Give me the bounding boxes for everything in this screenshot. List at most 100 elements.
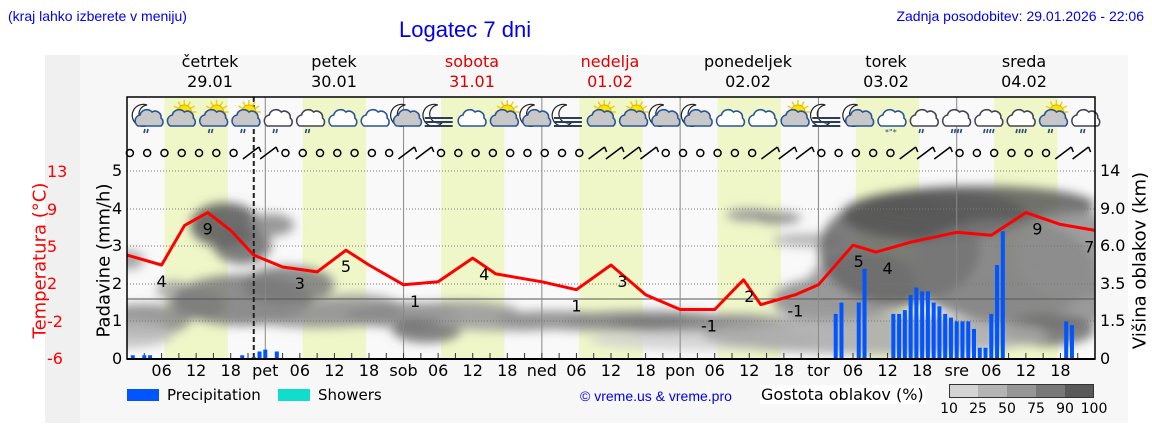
- temp-value-label: 2: [744, 287, 754, 306]
- page-title: Logatec 7 dni: [399, 17, 532, 42]
- day-label-5: torek 03.02: [826, 52, 946, 92]
- density-tick: 25: [969, 401, 987, 417]
- calm-wind-icon: [851, 148, 861, 158]
- showers-swatch: [278, 389, 310, 401]
- calm-wind-icon: [333, 148, 342, 158]
- x-tick: 18: [1050, 361, 1071, 380]
- temp-tick: 2: [47, 274, 58, 293]
- region-hint[interactable]: (kraj lahko izberete v meniju): [8, 8, 187, 24]
- calm-wind-icon: [868, 148, 878, 158]
- calm-wind-icon: [678, 148, 688, 158]
- density-swatch: [1036, 384, 1065, 398]
- sun-cloud-rain-icon: [231, 100, 261, 134]
- calm-wind-icon: [696, 148, 705, 158]
- moon-cloud-rain-icon: [131, 103, 164, 134]
- calm-wind-icon: [540, 148, 549, 158]
- day-date: 02.02: [725, 72, 771, 91]
- calm-wind-icon: [229, 148, 238, 158]
- calm-wind-icon: [436, 148, 446, 158]
- temp-value-label: 1: [410, 292, 420, 311]
- wind-barb-icon: [588, 146, 608, 160]
- day-date: 03.02: [863, 72, 909, 91]
- cloud-height-tick: 0: [1100, 349, 1111, 368]
- x-tick: 12: [600, 361, 622, 380]
- wind-barb-icon: [761, 146, 781, 160]
- x-tick: 18: [635, 361, 656, 380]
- cloud-rain-heavy-icon: [941, 108, 972, 134]
- day-label-0: četrtek 29.01: [150, 52, 270, 92]
- day-name: četrtek: [181, 52, 239, 71]
- cloud-density-title: Gostota oblakov (%): [760, 385, 925, 404]
- temp-value-label: -1: [787, 302, 803, 321]
- copyright-link[interactable]: © vreme.us & vreme.pro: [580, 388, 732, 404]
- moon-cloud-icon: [648, 103, 681, 127]
- day-name: nedelja: [580, 52, 640, 71]
- density-swatch: [1007, 384, 1036, 398]
- temp-value-label: 7: [1084, 237, 1094, 256]
- x-tick: 12: [324, 361, 345, 380]
- calm-wind-icon: [661, 148, 670, 158]
- calm-wind-icon: [1024, 148, 1033, 158]
- wind-barb-icon: [242, 146, 262, 160]
- sun-cloud-icon: [489, 100, 520, 127]
- calm-wind-icon: [834, 148, 843, 158]
- sun-cloud-rain-icon: [198, 100, 229, 134]
- x-tick: 12: [877, 361, 898, 380]
- precip-tick: 4: [112, 199, 123, 218]
- day-date: 31.01: [449, 72, 495, 91]
- calm-wind-icon: [194, 148, 204, 158]
- x-tick: 12: [185, 361, 207, 380]
- calm-wind-icon: [315, 148, 325, 158]
- svg-text:*"*: *"*: [885, 128, 897, 137]
- x-tick: sob: [389, 361, 418, 380]
- wind-barb-icon: [398, 146, 418, 160]
- density-tick: 75: [1027, 401, 1045, 417]
- day-name: ponedeljek: [704, 52, 792, 71]
- day-label-1: petek 30.01: [274, 52, 394, 92]
- calm-wind-icon: [488, 148, 498, 158]
- cloud-icon: [748, 108, 778, 127]
- temp-value-label: 9: [1032, 220, 1042, 239]
- last-update: Zadnja posodobitev: 29.01.2026 - 22:06: [896, 8, 1144, 24]
- density-tick: 10: [940, 401, 958, 417]
- cloud-rain-icon: [909, 108, 939, 134]
- cloud-icon: [360, 108, 390, 127]
- x-tick: 06: [842, 361, 864, 380]
- cloud-height-tick: 14: [1100, 161, 1121, 180]
- x-tick: 06: [289, 361, 311, 380]
- x-tick: 18: [911, 361, 933, 380]
- x-tick: sre: [944, 361, 969, 380]
- temp-value-label: 4: [882, 259, 892, 278]
- day-date: 01.02: [587, 72, 633, 91]
- wind-barb-icon: [1054, 146, 1075, 160]
- temp-tick: -6: [47, 349, 63, 368]
- precip-tick: 2: [112, 274, 123, 293]
- calm-wind-icon: [367, 148, 377, 158]
- x-tick: 12: [739, 361, 760, 380]
- x-tick: 18: [358, 361, 380, 380]
- calm-wind-icon: [989, 148, 999, 158]
- temp-value-label: -1: [701, 317, 717, 336]
- precip-tick: 5: [112, 161, 123, 180]
- cloud-snow-icon: *"*: [877, 108, 907, 137]
- day-name: torek: [865, 52, 907, 71]
- moon-cloud-icon: [390, 103, 423, 127]
- day-date: 29.01: [187, 72, 233, 91]
- wind-barb-icon: [640, 146, 660, 160]
- calm-wind-icon: [298, 148, 307, 158]
- density-tick: 100: [1080, 401, 1108, 417]
- cloud-height-tick: 9.0: [1100, 199, 1126, 218]
- day-date: 04.02: [1001, 72, 1047, 91]
- calm-wind-icon: [505, 148, 515, 158]
- precipitation-swatch: [127, 389, 159, 401]
- precip-tick: 1: [112, 311, 123, 330]
- showers-legend-label: Showers: [318, 386, 382, 404]
- x-tick: 06: [704, 361, 725, 380]
- calm-wind-icon: [523, 148, 532, 158]
- temp-tick: 13: [47, 162, 68, 181]
- cloud-icon: [328, 108, 358, 127]
- density-swatch: [978, 384, 1007, 398]
- precip-tick: 3: [112, 236, 123, 255]
- temp-value-label: 5: [341, 257, 351, 276]
- calm-wind-icon: [972, 148, 982, 158]
